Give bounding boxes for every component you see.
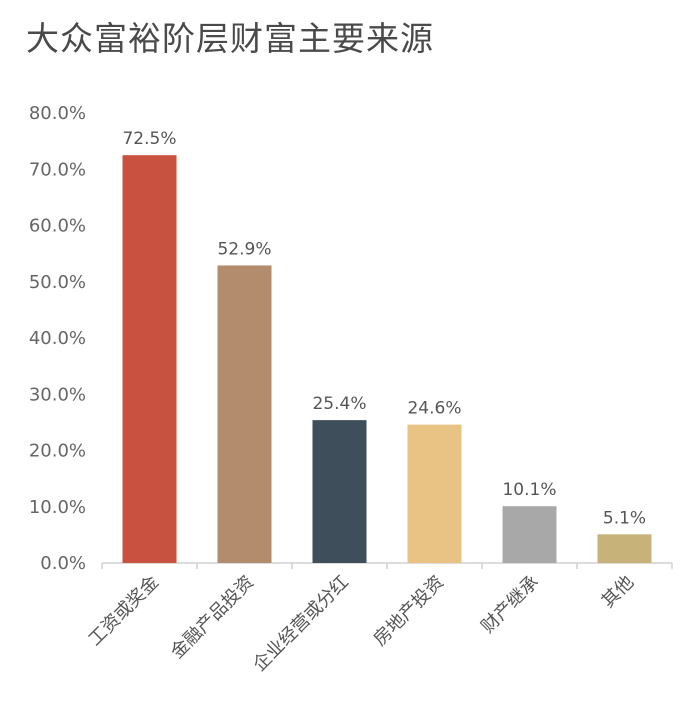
y-tick-label: 80.0% bbox=[29, 103, 86, 124]
x-tick-label: 金融产品投资 bbox=[167, 572, 258, 663]
y-tick-label: 50.0% bbox=[29, 272, 86, 293]
bar bbox=[407, 424, 462, 563]
y-tick-label: 0.0% bbox=[40, 553, 86, 574]
chart-title: 大众富裕阶层财富主要来源 bbox=[26, 19, 434, 58]
data-label: 24.6% bbox=[407, 399, 461, 419]
bar bbox=[312, 420, 367, 563]
y-tick-label: 30.0% bbox=[29, 384, 86, 405]
y-tick-label: 60.0% bbox=[29, 216, 86, 237]
y-tick-label: 70.0% bbox=[29, 159, 86, 180]
y-tick-label: 40.0% bbox=[29, 328, 86, 349]
data-label: 72.5% bbox=[122, 129, 176, 149]
x-tick-label: 财产继承 bbox=[477, 572, 543, 638]
data-label: 52.9% bbox=[217, 239, 271, 259]
x-tick-label: 企业经营或分红 bbox=[249, 572, 353, 676]
x-tick-label: 其他 bbox=[598, 572, 638, 612]
bar bbox=[217, 265, 272, 563]
bar bbox=[122, 155, 177, 563]
y-tick-label: 10.0% bbox=[29, 497, 86, 518]
bar bbox=[597, 534, 652, 563]
data-label: 5.1% bbox=[603, 508, 646, 528]
data-label: 10.1% bbox=[502, 480, 556, 500]
x-tick-label: 房地产投资 bbox=[370, 572, 448, 650]
bars: 72.5% 52.9% 25.4% 24.6% 10.1% 5.1% bbox=[122, 129, 652, 563]
y-tick-label: 20.0% bbox=[29, 441, 86, 462]
bar bbox=[502, 506, 557, 563]
x-tick-label: 工资或奖金 bbox=[85, 572, 163, 650]
data-label: 25.4% bbox=[312, 394, 366, 414]
y-axis-ticks: 0.0% 10.0% 20.0% 30.0% 40.0% 50.0% 60.0% 70.0% 8… bbox=[29, 103, 86, 574]
